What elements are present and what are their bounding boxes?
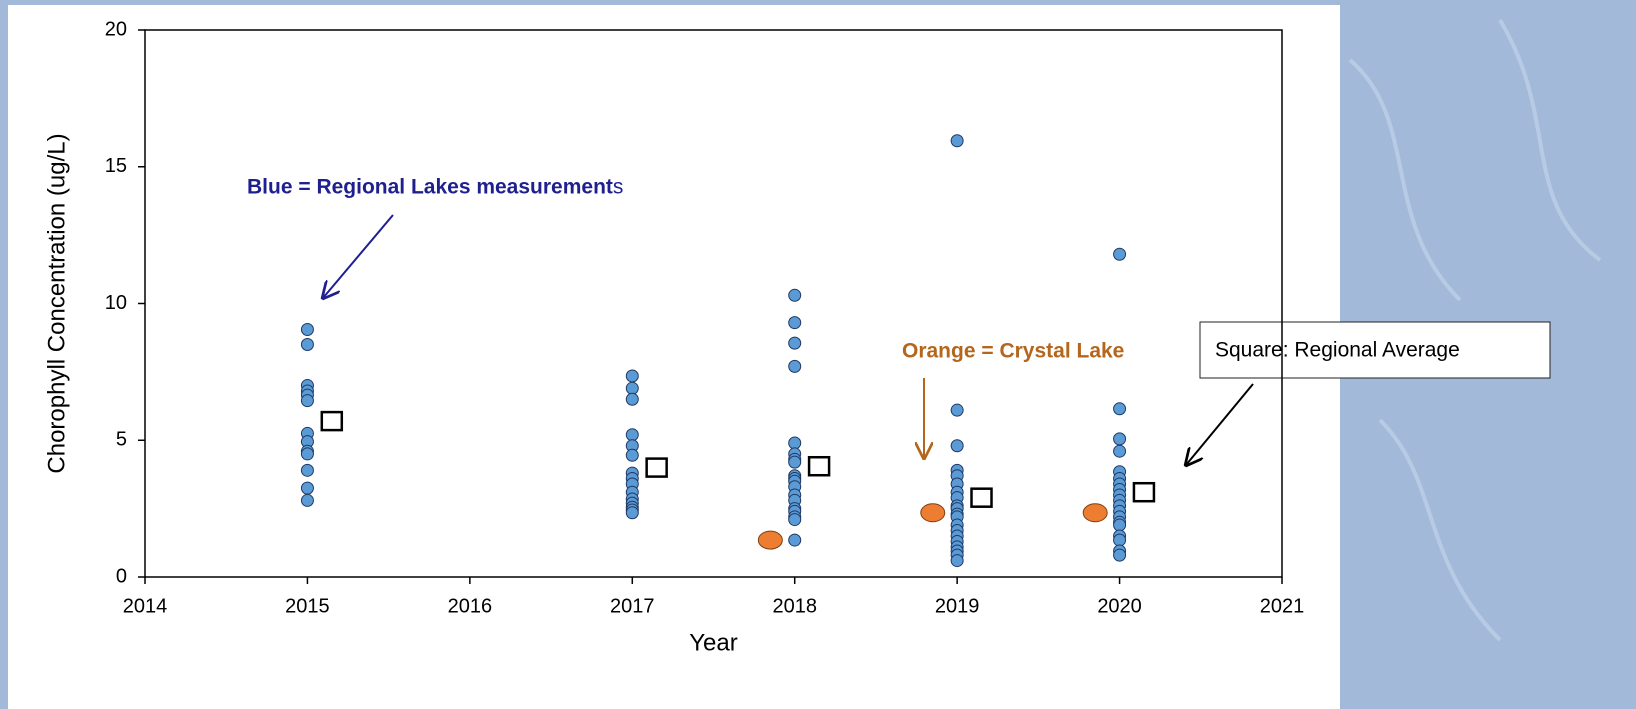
data-point [757,530,783,550]
data-point [1113,402,1127,416]
data-point [1113,548,1127,562]
y-tick-label: 20 [105,18,127,40]
data-point [300,493,314,507]
data-point [1113,247,1127,261]
data-point [970,487,993,508]
data-point [1113,518,1127,532]
chart-panel [8,5,1340,709]
data-point [320,410,344,432]
arrow [323,214,394,298]
data-point [788,316,802,330]
data-point [950,403,964,417]
x-tick-label: 2020 [1097,595,1142,617]
data-point [645,457,668,478]
data-point [625,369,639,383]
data-point [300,394,314,408]
x-tick-label: 2017 [610,595,655,617]
x-tick-label: 2015 [285,595,330,617]
data-point [950,439,964,453]
data-point [950,134,964,148]
x-tick-label: 2016 [448,595,493,617]
data-point [788,288,802,302]
data-point [1113,432,1127,446]
data-point [807,455,831,477]
x-tick-label: 2018 [772,595,817,617]
x-axis-label: Year [689,629,738,656]
annotation: s [613,176,624,199]
map-lines [28,18,1602,642]
data-point [625,448,639,462]
data-point [788,436,802,450]
y-tick-label: 5 [116,429,127,451]
y-tick-label: 15 [105,155,127,177]
y-tick-label: 10 [105,292,127,314]
data-point [1132,481,1156,503]
data-point [788,513,802,527]
annotation: Square: Regional Average [1215,339,1460,362]
data-point [300,481,314,495]
data-point [920,503,946,523]
x-tick-label: 2019 [935,595,980,617]
annotation-box [1199,321,1551,379]
data-point [625,392,639,406]
data-point [1113,533,1127,547]
x-tick-label: 2014 [123,595,168,617]
data-point [950,554,964,568]
data-point [788,455,802,469]
data-point [625,506,639,520]
data-point [788,533,802,547]
annotation: Orange = Crystal Lake [902,340,1124,363]
data-point [1082,503,1108,523]
arrow [1186,383,1254,465]
y-axis-label: Chorophyll Concentration (ug/L) [43,133,70,473]
data-point [300,338,314,352]
data-point [625,428,639,442]
data-point [300,322,314,336]
data-point [788,359,802,373]
annotation: Blue = Regional Lakes measurement [247,176,613,199]
data-point [300,463,314,477]
data-point [1113,444,1127,458]
y-tick-label: 0 [116,565,127,587]
data-point [788,336,802,350]
x-tick-label: 2021 [1260,595,1305,617]
data-point [300,447,314,461]
data-point [625,381,639,395]
